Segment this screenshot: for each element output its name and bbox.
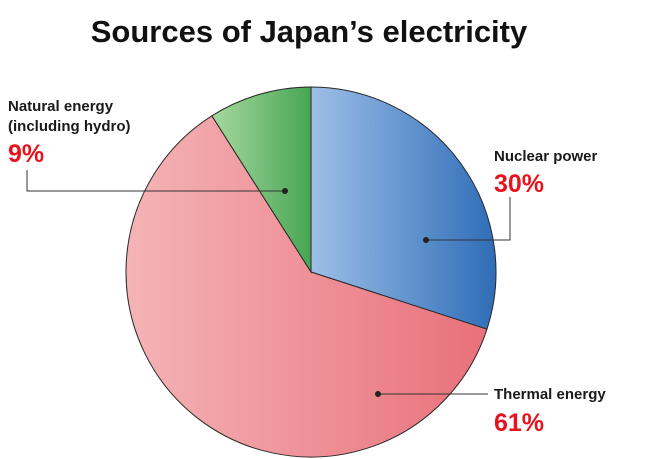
leader-dot-thermal: [375, 391, 381, 397]
slice-value-nuclear: 30%: [494, 170, 544, 198]
pie-slice-natural: [211, 86, 312, 274]
leader-dot-nuclear: [423, 237, 429, 243]
slice-value-natural: 9%: [8, 140, 44, 168]
slice-label-thermal: Thermal energy: [494, 386, 606, 403]
chart-title: Sources of Japan’s electricity: [91, 14, 528, 49]
leader-dot-natural: [282, 188, 288, 194]
slice-labels: Nuclear power 30% Thermal energy 61% Nat…: [8, 98, 606, 437]
slice-label-nuclear: Nuclear power: [494, 148, 598, 165]
pie-slice-thermal: [125, 115, 488, 458]
pie-slices: [125, 86, 497, 458]
slice-label-natural-line2: (including hydro): [8, 118, 130, 135]
slice-value-thermal: 61%: [494, 409, 544, 437]
pie-slice-nuclear: [310, 86, 497, 330]
leader-line-natural: [26, 170, 285, 192]
leader-lines: [26, 170, 511, 397]
slice-label-natural-line1: Natural energy: [8, 98, 114, 115]
leader-line-nuclear: [426, 197, 511, 241]
